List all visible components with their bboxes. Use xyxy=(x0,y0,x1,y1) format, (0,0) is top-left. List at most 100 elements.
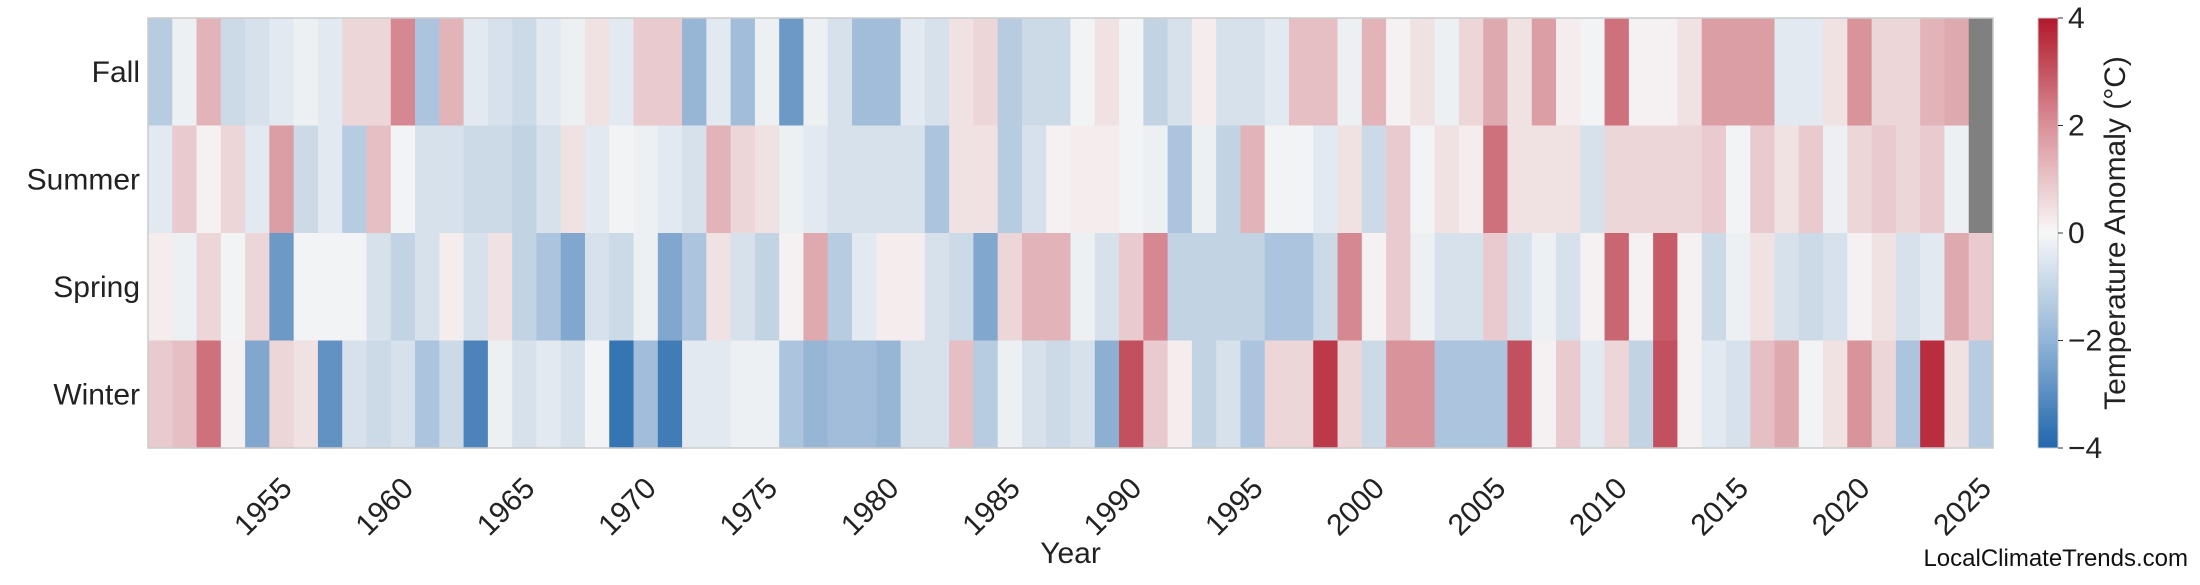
cell-spring-1971 xyxy=(657,233,683,342)
cell-fall-1984 xyxy=(973,18,999,127)
cell-fall-1996 xyxy=(1264,18,1290,127)
cell-spring-1962 xyxy=(439,233,465,342)
cell-spring-2023 xyxy=(1920,233,1946,342)
cell-summer-1959 xyxy=(366,125,392,234)
cell-fall-1955 xyxy=(269,18,295,127)
cell-spring-1969 xyxy=(609,233,635,342)
cell-winter-1981 xyxy=(900,340,926,449)
cell-summer-2004 xyxy=(1458,125,1484,234)
cell-spring-1965 xyxy=(512,233,538,342)
cell-fall-1970 xyxy=(633,18,659,127)
cell-winter-1988 xyxy=(1070,340,1096,449)
cell-fall-1964 xyxy=(487,18,513,127)
cell-summer-2011 xyxy=(1628,125,1654,234)
colorbar-tick-label: 0 xyxy=(2068,217,2085,250)
cell-spring-1959 xyxy=(366,233,392,342)
cell-winter-2015 xyxy=(1725,340,1751,449)
cell-spring-2016 xyxy=(1750,233,1776,342)
cell-fall-2008 xyxy=(1556,18,1581,127)
cell-spring-1963 xyxy=(463,233,489,342)
cell-summer-2006 xyxy=(1507,125,1533,234)
cell-spring-1988 xyxy=(1070,233,1096,342)
cell-spring-1978 xyxy=(827,233,853,342)
cell-winter-1994 xyxy=(1216,340,1242,449)
cell-summer-1983 xyxy=(949,125,974,234)
cell-fall-1992 xyxy=(1167,18,1193,127)
x-tick-1965: 1965 xyxy=(471,472,542,543)
cell-spring-2003 xyxy=(1434,233,1460,342)
cell-summer-2024 xyxy=(1944,125,1970,234)
cell-summer-2009 xyxy=(1580,125,1606,234)
cell-winter-2006 xyxy=(1507,340,1533,449)
cell-fall-1998 xyxy=(1313,18,1339,127)
cell-spring-1991 xyxy=(1143,233,1169,342)
cell-fall-1993 xyxy=(1191,18,1217,127)
cell-summer-2019 xyxy=(1823,125,1848,234)
cell-spring-2019 xyxy=(1823,233,1848,342)
cell-spring-2018 xyxy=(1798,233,1824,342)
cell-summer-1960 xyxy=(390,125,416,234)
cell-fall-1991 xyxy=(1143,18,1169,127)
cell-fall-1979 xyxy=(852,18,877,127)
cell-summer-1976 xyxy=(779,125,805,234)
cell-spring-1964 xyxy=(487,233,513,342)
cell-fall-1980 xyxy=(876,18,902,127)
cell-winter-1995 xyxy=(1240,340,1266,449)
cell-winter-1991 xyxy=(1143,340,1169,449)
cell-fall-2020 xyxy=(1847,18,1873,127)
cell-fall-1981 xyxy=(900,18,926,127)
cell-spring-1985 xyxy=(997,233,1023,342)
cell-summer-1950 xyxy=(148,125,173,234)
cell-fall-1975 xyxy=(754,18,780,127)
cell-winter-1984 xyxy=(973,340,999,449)
cell-spring-2013 xyxy=(1677,233,1703,342)
cell-fall-1956 xyxy=(293,18,319,127)
cell-spring-1966 xyxy=(536,233,562,342)
cell-spring-1990 xyxy=(1119,233,1144,342)
cell-fall-2006 xyxy=(1507,18,1533,127)
cell-spring-1977 xyxy=(803,233,829,342)
cell-fall-1988 xyxy=(1070,18,1096,127)
colorbar-tick-label: 2 xyxy=(2068,110,2085,143)
cell-spring-1993 xyxy=(1191,233,1217,342)
cell-spring-1975 xyxy=(754,233,780,342)
cell-spring-2015 xyxy=(1725,233,1751,342)
cell-fall-2010 xyxy=(1604,18,1630,127)
cell-summer-1977 xyxy=(803,125,829,234)
cell-fall-1968 xyxy=(584,18,610,127)
cell-summer-1968 xyxy=(584,125,610,234)
heatmap-cells xyxy=(148,18,1994,449)
cell-fall-2021 xyxy=(1871,18,1897,127)
cell-fall-2025 xyxy=(1968,18,1994,127)
cell-summer-1966 xyxy=(536,125,562,234)
cell-winter-2025 xyxy=(1968,340,1994,449)
cell-fall-2015 xyxy=(1725,18,1751,127)
cell-summer-2012 xyxy=(1653,125,1679,234)
cell-summer-1999 xyxy=(1337,125,1363,234)
cell-summer-1991 xyxy=(1143,125,1169,234)
cell-spring-1989 xyxy=(1094,233,1120,342)
cell-fall-2011 xyxy=(1628,18,1654,127)
cell-fall-2024 xyxy=(1944,18,1970,127)
cell-summer-2003 xyxy=(1434,125,1460,234)
cell-fall-2005 xyxy=(1483,18,1509,127)
cell-winter-1955 xyxy=(269,340,295,449)
cell-winter-1980 xyxy=(876,340,902,449)
cell-spring-2001 xyxy=(1386,233,1411,342)
cell-summer-1957 xyxy=(317,125,343,234)
cell-fall-2018 xyxy=(1798,18,1824,127)
cell-winter-2005 xyxy=(1483,340,1509,449)
cell-winter-1993 xyxy=(1191,340,1217,449)
cell-winter-1954 xyxy=(245,340,270,449)
cell-summer-1955 xyxy=(269,125,295,234)
row-label-spring: Spring xyxy=(53,271,140,304)
cell-winter-1974 xyxy=(730,340,756,449)
cell-fall-2002 xyxy=(1410,18,1436,127)
cell-winter-1997 xyxy=(1288,340,1314,449)
cell-winter-2018 xyxy=(1798,340,1824,449)
cell-winter-1952 xyxy=(196,340,222,449)
x-tick-2005: 2005 xyxy=(1442,472,1513,543)
x-tick-1995: 1995 xyxy=(1199,472,1270,543)
cell-summer-1979 xyxy=(852,125,877,234)
cell-winter-1968 xyxy=(584,340,610,449)
